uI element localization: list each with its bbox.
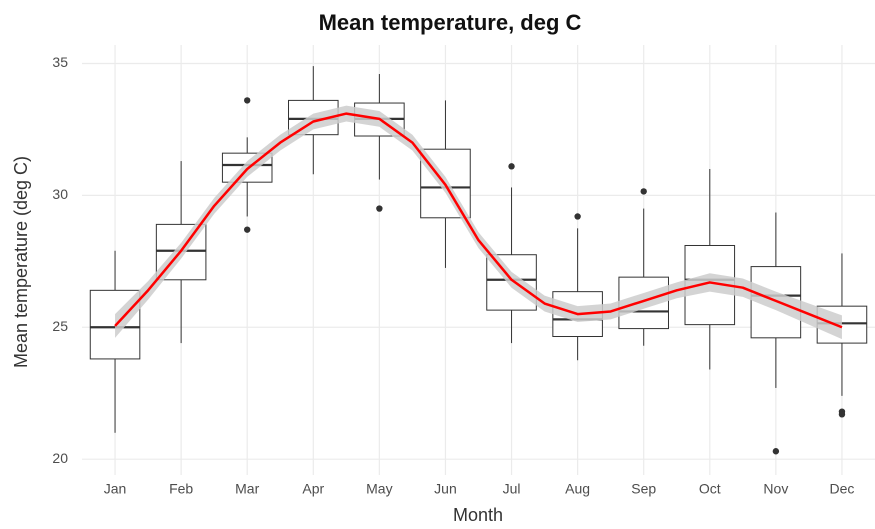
x-tick-label: Sep [631, 481, 656, 497]
x-tick-label: Oct [699, 481, 721, 497]
x-tick-label: Apr [302, 481, 324, 497]
outlier [244, 97, 251, 104]
outlier [574, 213, 581, 220]
outlier [838, 411, 846, 418]
y-tick-label: 30 [52, 186, 68, 202]
y-tick-label: 35 [52, 54, 68, 70]
y-tick-label: 20 [52, 450, 68, 466]
outlier [772, 448, 780, 455]
outlier [640, 188, 647, 195]
outlier [508, 163, 515, 170]
outlier [244, 226, 251, 233]
outlier [376, 205, 383, 212]
x-axis-title: Month [453, 505, 503, 525]
x-tick-label: Aug [565, 481, 590, 497]
x-tick-label: Jun [434, 481, 457, 497]
x-tick-label: May [366, 481, 392, 497]
chart-title: Mean temperature, deg C [319, 10, 582, 35]
smooth-line [114, 112, 843, 329]
x-tick-label: Dec [830, 481, 855, 497]
x-tick-label: Nov [763, 481, 788, 497]
x-tick-label: Feb [169, 481, 193, 497]
y-axis-title: Mean temperature (deg C) [11, 156, 31, 368]
x-tick-label: Jul [503, 481, 521, 497]
x-tick-label: Jan [104, 481, 127, 497]
x-tick-label: Mar [235, 481, 259, 497]
y-tick-label: 25 [52, 318, 68, 334]
